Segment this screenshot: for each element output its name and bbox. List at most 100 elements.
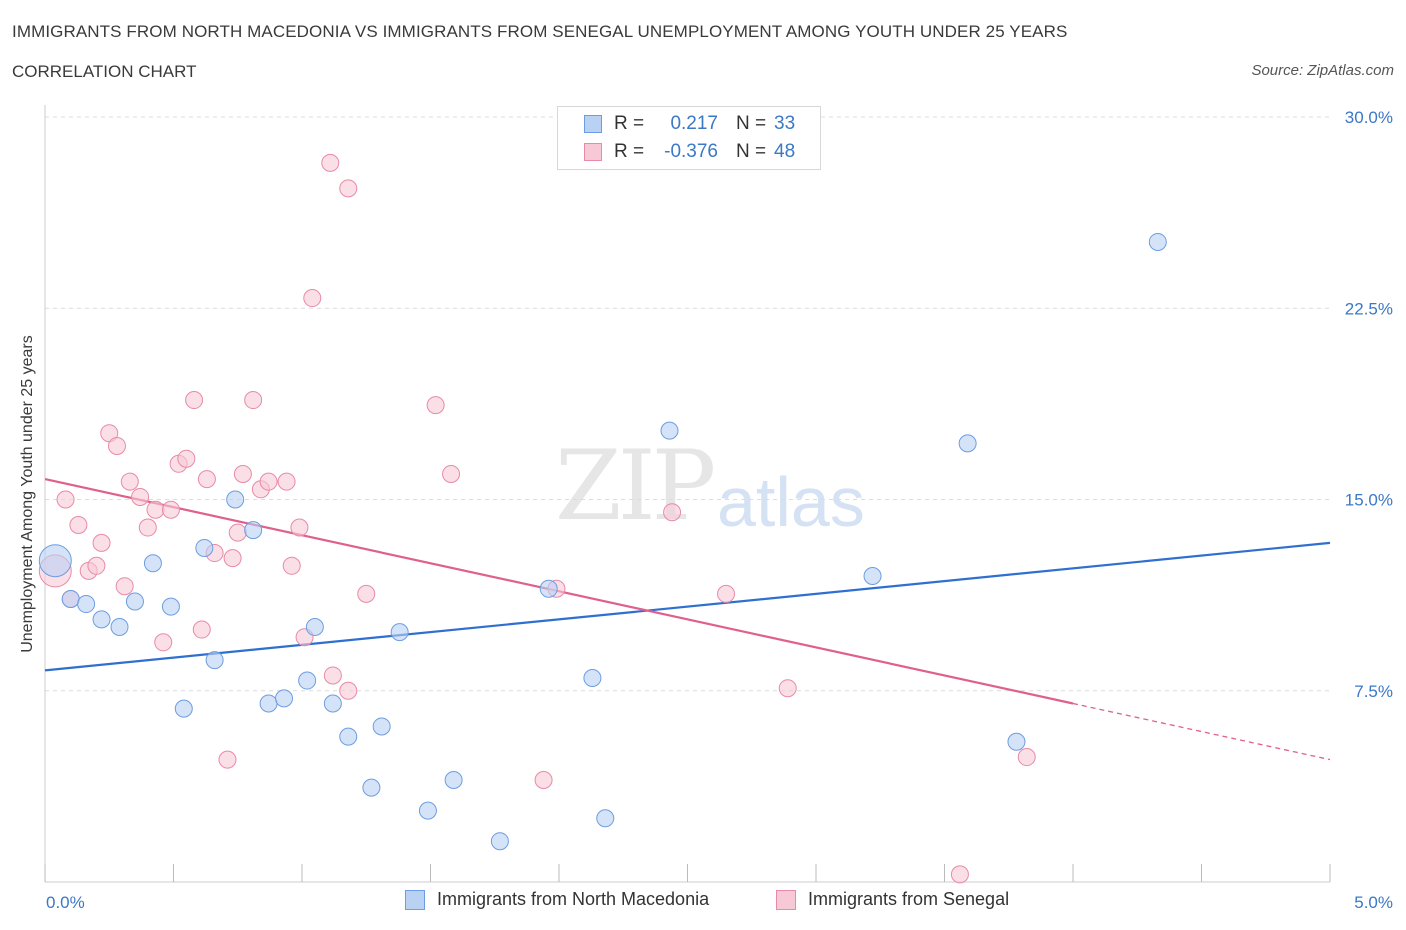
chart-subtitle: CORRELATION CHART — [12, 62, 197, 81]
trend-lines — [44, 478, 1331, 761]
watermark-atlas: atlas — [717, 463, 865, 541]
point-north-macedonia — [444, 771, 463, 789]
point-north-macedonia — [863, 567, 882, 585]
chart-title: IMMIGRANTS FROM NORTH MACEDONIA VS IMMIG… — [12, 22, 1068, 41]
point-north-macedonia — [362, 778, 381, 797]
point-senegal — [323, 666, 342, 685]
gridlines — [45, 116, 1330, 692]
point-senegal — [244, 391, 263, 410]
point-north-macedonia — [1148, 232, 1167, 251]
data-points — [38, 153, 1167, 884]
point-north-macedonia — [596, 809, 615, 828]
y-tick-label: 22.5% — [1345, 299, 1393, 318]
trend-line-extrapolated — [1072, 702, 1331, 761]
point-senegal — [277, 472, 296, 491]
point-senegal — [259, 472, 278, 491]
point-north-macedonia — [490, 832, 509, 851]
point-north-macedonia — [161, 597, 180, 616]
point-senegal — [185, 391, 204, 410]
bottom-legend-senegal: Immigrants from Senegal — [776, 889, 1009, 910]
point-north-macedonia — [418, 801, 437, 820]
point-senegal — [339, 681, 358, 700]
legend-r-label: R = — [614, 141, 645, 162]
point-senegal — [107, 436, 126, 455]
point-north-macedonia — [583, 669, 602, 687]
point-north-macedonia — [92, 610, 111, 629]
point-senegal — [192, 620, 211, 639]
legend-r-value: -0.376 — [664, 141, 718, 162]
y-tick-label: 30.0% — [1345, 108, 1393, 127]
point-senegal — [303, 289, 322, 308]
point-north-macedonia — [323, 694, 342, 713]
source-label: Source: ZipAtlas.com — [1251, 62, 1394, 79]
point-north-macedonia — [298, 671, 317, 690]
point-senegal — [87, 556, 106, 575]
point-senegal — [177, 449, 196, 468]
point-senegal — [442, 465, 461, 483]
point-north-macedonia — [244, 521, 263, 540]
point-senegal — [282, 556, 301, 575]
point-senegal — [56, 490, 75, 509]
point-north-macedonia — [110, 618, 129, 636]
y-tick-label: 15.0% — [1345, 491, 1393, 510]
point-senegal — [218, 750, 237, 769]
point-senegal — [950, 865, 969, 884]
point-north-macedonia — [339, 727, 358, 746]
point-north-macedonia — [195, 538, 214, 557]
point-north-macedonia — [660, 421, 679, 440]
point-north-macedonia — [958, 434, 977, 453]
point-senegal — [534, 771, 553, 789]
point-north-macedonia — [275, 689, 294, 708]
legend-r-value: 0.217 — [670, 113, 718, 134]
legend-r-label: R = — [614, 113, 645, 134]
point-senegal — [228, 523, 247, 542]
y-axis-label: Unemployment Among Youth under 25 years — [19, 335, 36, 653]
correlation-legend: R = 0.217 N = 33 R = -0.376 N = 48 — [557, 106, 821, 170]
point-north-macedonia — [539, 579, 558, 598]
bottom-legend-north-macedonia: Immigrants from North Macedonia — [405, 889, 709, 910]
point-north-macedonia — [61, 589, 80, 608]
axes — [44, 105, 1331, 883]
x-tick-label: 5.0% — [1354, 893, 1393, 912]
legend-n-value: 48 — [774, 141, 796, 162]
point-north-macedonia — [38, 544, 72, 578]
point-senegal — [115, 577, 134, 596]
legend-swatch-pink — [584, 143, 602, 161]
point-north-macedonia — [205, 651, 224, 670]
point-senegal — [357, 584, 376, 603]
point-north-macedonia — [226, 490, 245, 509]
legend-swatch-pink — [776, 889, 796, 910]
legend-swatch-blue — [584, 115, 602, 133]
point-senegal — [290, 518, 309, 537]
point-senegal — [233, 465, 252, 483]
point-north-macedonia — [1007, 732, 1026, 751]
point-north-macedonia — [77, 595, 96, 614]
point-senegal — [663, 503, 682, 522]
point-senegal — [321, 153, 340, 172]
point-senegal — [778, 679, 797, 698]
point-north-macedonia — [125, 592, 144, 611]
point-senegal — [120, 472, 139, 491]
point-north-macedonia — [305, 618, 324, 636]
point-north-macedonia — [372, 717, 391, 736]
point-senegal — [339, 179, 358, 198]
x-tick-label: 0.0% — [46, 893, 85, 912]
point-senegal — [717, 584, 736, 603]
point-senegal — [138, 518, 157, 537]
legend-n-label: N = — [736, 113, 767, 134]
legend-n-label: N = — [736, 141, 767, 162]
legend-series-name: Immigrants from Senegal — [808, 889, 1010, 909]
point-north-macedonia — [174, 699, 193, 718]
point-senegal — [197, 470, 216, 489]
point-senegal — [69, 516, 88, 534]
point-senegal — [131, 487, 150, 506]
legend-row-north-macedonia: R = 0.217 N = 33 — [584, 113, 795, 135]
point-senegal — [223, 549, 242, 568]
watermark-zip: ZIP — [555, 430, 716, 542]
point-senegal — [154, 633, 173, 652]
legend-n-value: 33 — [774, 113, 796, 134]
point-senegal — [161, 500, 180, 519]
point-senegal — [426, 396, 445, 415]
tick-labels: 7.5% 15.0% 22.5% 30.0% 0.0% 5.0% — [46, 108, 1393, 912]
